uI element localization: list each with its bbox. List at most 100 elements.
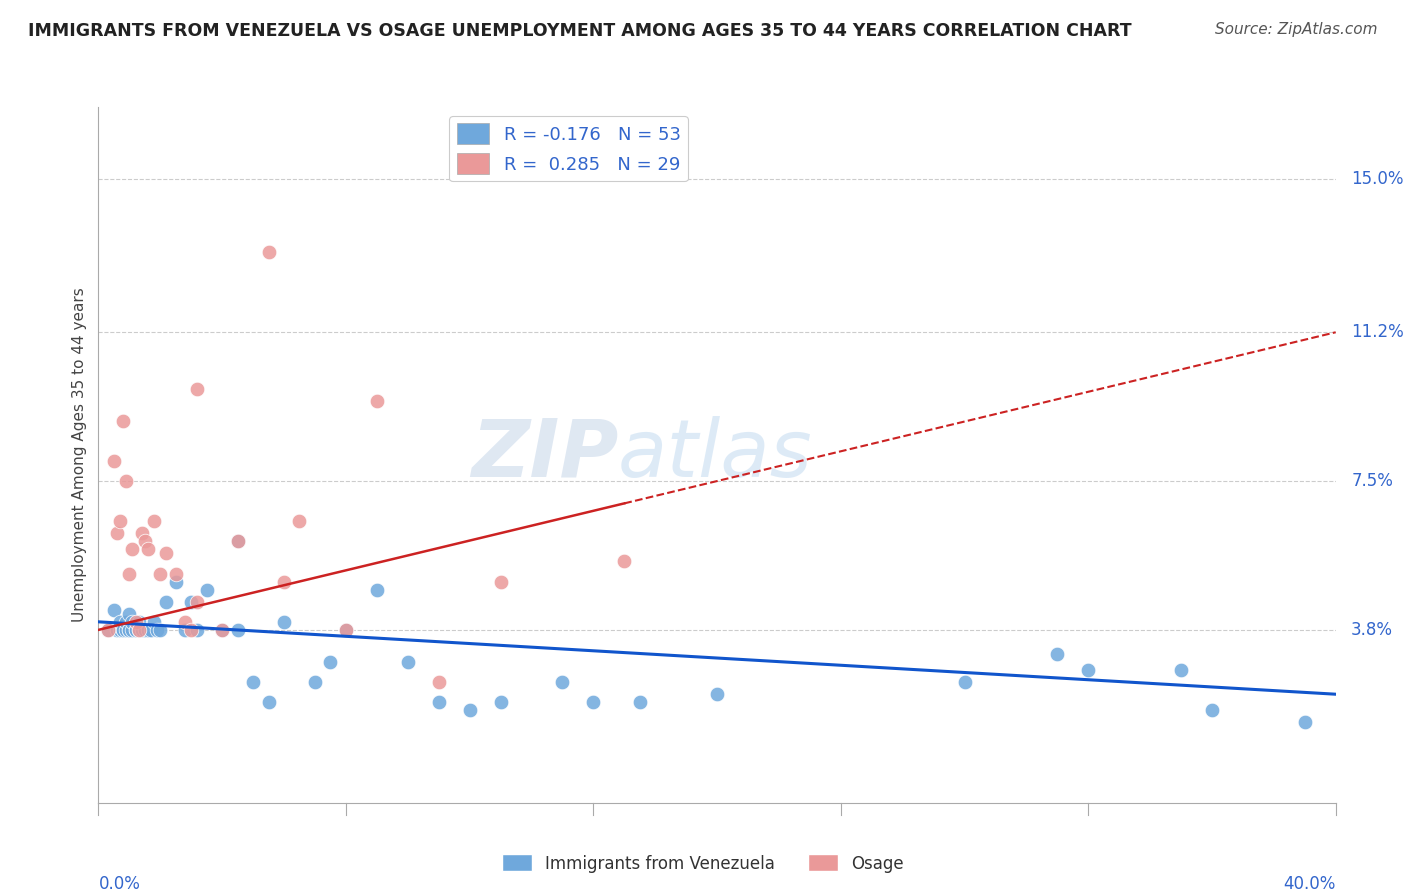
Text: 11.2%: 11.2% (1351, 323, 1405, 342)
Point (118, 623, 141, 637)
Point (136, 542, 159, 557)
Point (124, 623, 146, 637)
Point (186, 623, 208, 637)
Point (186, 382, 208, 396)
Text: 7.5%: 7.5% (1351, 472, 1393, 490)
Point (155, 595, 177, 609)
Point (139, 623, 162, 637)
Point (288, 514, 311, 528)
Point (124, 623, 146, 637)
Point (458, 703, 481, 717)
Point (124, 615, 146, 629)
Point (366, 393, 388, 408)
Point (1046, 647, 1069, 661)
Point (118, 623, 141, 637)
Legend: R = -0.176   N = 53, R =  0.285   N = 29: R = -0.176 N = 53, R = 0.285 N = 29 (450, 116, 688, 181)
Point (1294, 715, 1316, 730)
Text: 3.8%: 3.8% (1351, 621, 1393, 639)
Point (195, 582, 218, 597)
Point (155, 546, 177, 560)
Text: Source: ZipAtlas.com: Source: ZipAtlas.com (1215, 22, 1378, 37)
Point (257, 695, 280, 709)
Text: atlas: atlas (619, 416, 813, 494)
Point (136, 623, 159, 637)
Point (146, 623, 169, 637)
Point (396, 655, 419, 669)
Text: IMMIGRANTS FROM VENEZUELA VS OSAGE UNEMPLOYMENT AMONG AGES 35 TO 44 YEARS CORREL: IMMIGRANTS FROM VENEZUELA VS OSAGE UNEMP… (28, 22, 1132, 40)
Point (97, 623, 120, 637)
Point (134, 534, 156, 549)
Point (366, 582, 388, 597)
Point (121, 542, 143, 557)
Point (118, 566, 141, 581)
Point (115, 623, 138, 637)
Point (489, 695, 512, 709)
Point (131, 623, 153, 637)
Point (128, 623, 150, 637)
Point (128, 623, 150, 637)
Point (174, 615, 197, 629)
Point (149, 566, 172, 581)
Point (489, 574, 512, 589)
Point (103, 603, 125, 617)
Point (97, 623, 120, 637)
Point (1077, 663, 1099, 677)
Point (226, 534, 249, 549)
Text: 0.0%: 0.0% (98, 875, 141, 892)
Point (165, 566, 187, 581)
Point (121, 615, 143, 629)
Point (304, 675, 326, 690)
Text: ZIP: ZIP (471, 416, 619, 494)
Point (108, 615, 131, 629)
Point (131, 623, 153, 637)
Point (211, 623, 233, 637)
Point (257, 244, 280, 259)
Point (335, 623, 357, 637)
Point (128, 615, 150, 629)
Point (180, 595, 202, 609)
Legend: Immigrants from Venezuela, Osage: Immigrants from Venezuela, Osage (495, 847, 911, 880)
Point (186, 595, 208, 609)
Point (706, 687, 728, 701)
Point (112, 623, 135, 637)
Point (115, 474, 138, 488)
Point (112, 623, 135, 637)
Text: 40.0%: 40.0% (1284, 875, 1336, 892)
Point (953, 675, 976, 690)
Point (174, 623, 197, 637)
Point (226, 534, 249, 549)
Point (319, 655, 342, 669)
Point (582, 695, 605, 709)
Point (143, 615, 166, 629)
Point (115, 615, 138, 629)
Point (118, 607, 141, 621)
Point (242, 675, 264, 690)
Point (628, 695, 651, 709)
Point (149, 623, 172, 637)
Point (211, 623, 233, 637)
Point (335, 623, 357, 637)
Point (103, 454, 125, 468)
Point (105, 623, 128, 637)
Point (134, 623, 156, 637)
Point (1201, 703, 1223, 717)
Point (273, 615, 295, 629)
Point (143, 514, 166, 528)
Point (108, 623, 131, 637)
Point (1170, 663, 1192, 677)
Point (180, 623, 202, 637)
Text: 15.0%: 15.0% (1351, 170, 1403, 188)
Point (551, 675, 574, 690)
Point (427, 675, 450, 690)
Point (131, 526, 153, 541)
Point (121, 623, 143, 637)
Point (112, 414, 135, 428)
Point (105, 526, 128, 541)
Point (613, 554, 636, 568)
Point (165, 574, 187, 589)
Point (108, 514, 131, 528)
Point (427, 695, 450, 709)
Point (273, 574, 295, 589)
Point (226, 623, 249, 637)
Y-axis label: Unemployment Among Ages 35 to 44 years: Unemployment Among Ages 35 to 44 years (72, 287, 87, 623)
